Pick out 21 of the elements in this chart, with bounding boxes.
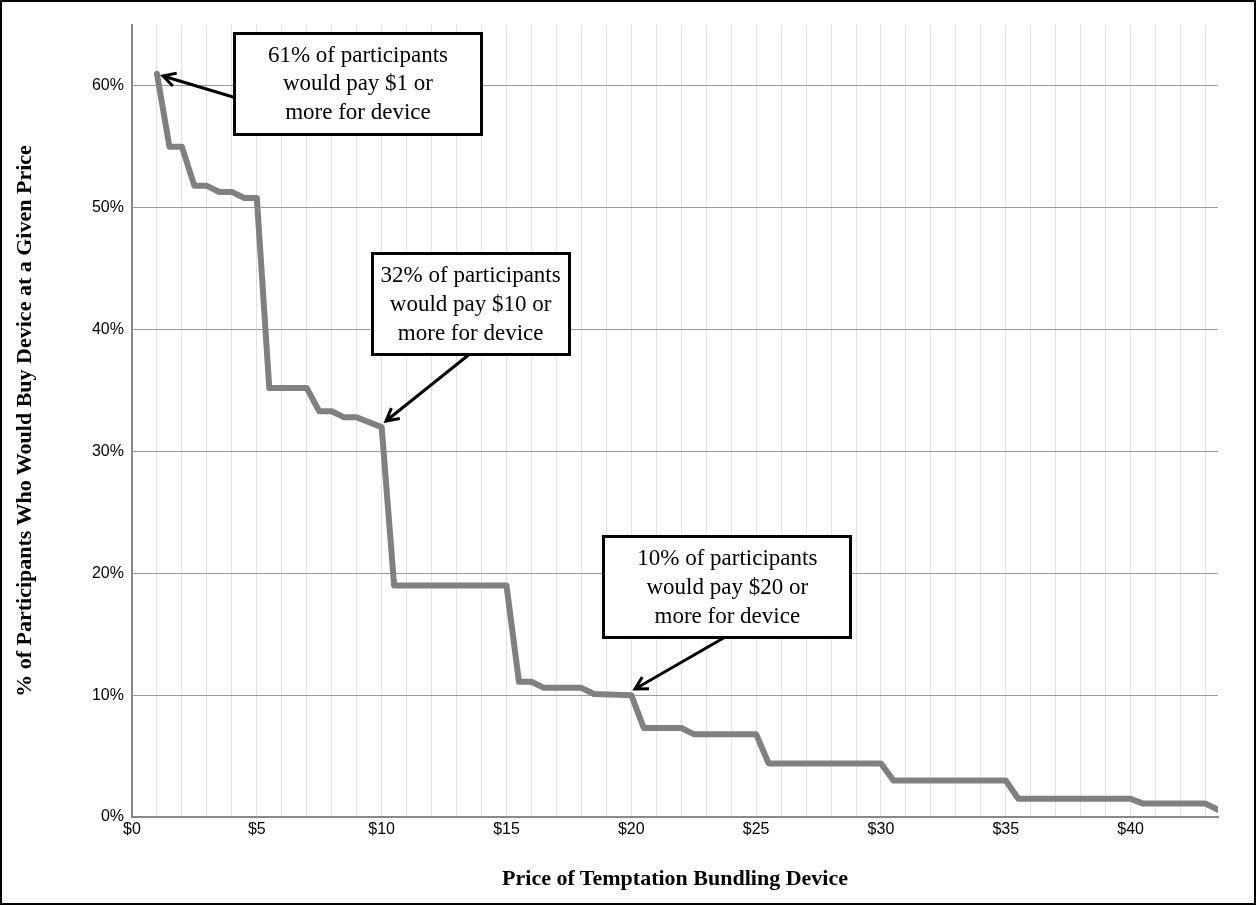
callout-box: 61% of participants would pay $1 or more for device [232,31,483,136]
y-tick-label: 60% [91,76,124,94]
y-tick-label: 10% [91,685,124,703]
x-tick-label: $25 [742,820,770,838]
y-tick-label: 0% [100,807,124,825]
x-tick-label: $0 [123,820,141,838]
y-tick-label: 30% [91,441,124,459]
x-axis-title: Price of Temptation Bundling Device [502,865,849,891]
x-tick-label: $15 [493,820,520,838]
y-tick-label: 20% [91,563,124,581]
x-tick-label: $20 [617,820,645,838]
y-axis-title: % of Participants Who Would Buy Device at a Given Price [10,144,36,697]
x-tick-label: $30 [867,820,895,838]
x-tick-label: $40 [1117,820,1145,838]
callout-box: 32% of participants would pay $10 or more for device [370,252,571,357]
y-tick-label: 40% [91,320,124,338]
x-tick-label: $10 [368,820,396,838]
x-tick-label: $35 [992,820,1020,838]
y-tick-label: 50% [91,198,124,216]
callout-box: 10% of participants would pay $20 or more for device [602,535,853,640]
x-tick-label: $5 [247,820,266,838]
